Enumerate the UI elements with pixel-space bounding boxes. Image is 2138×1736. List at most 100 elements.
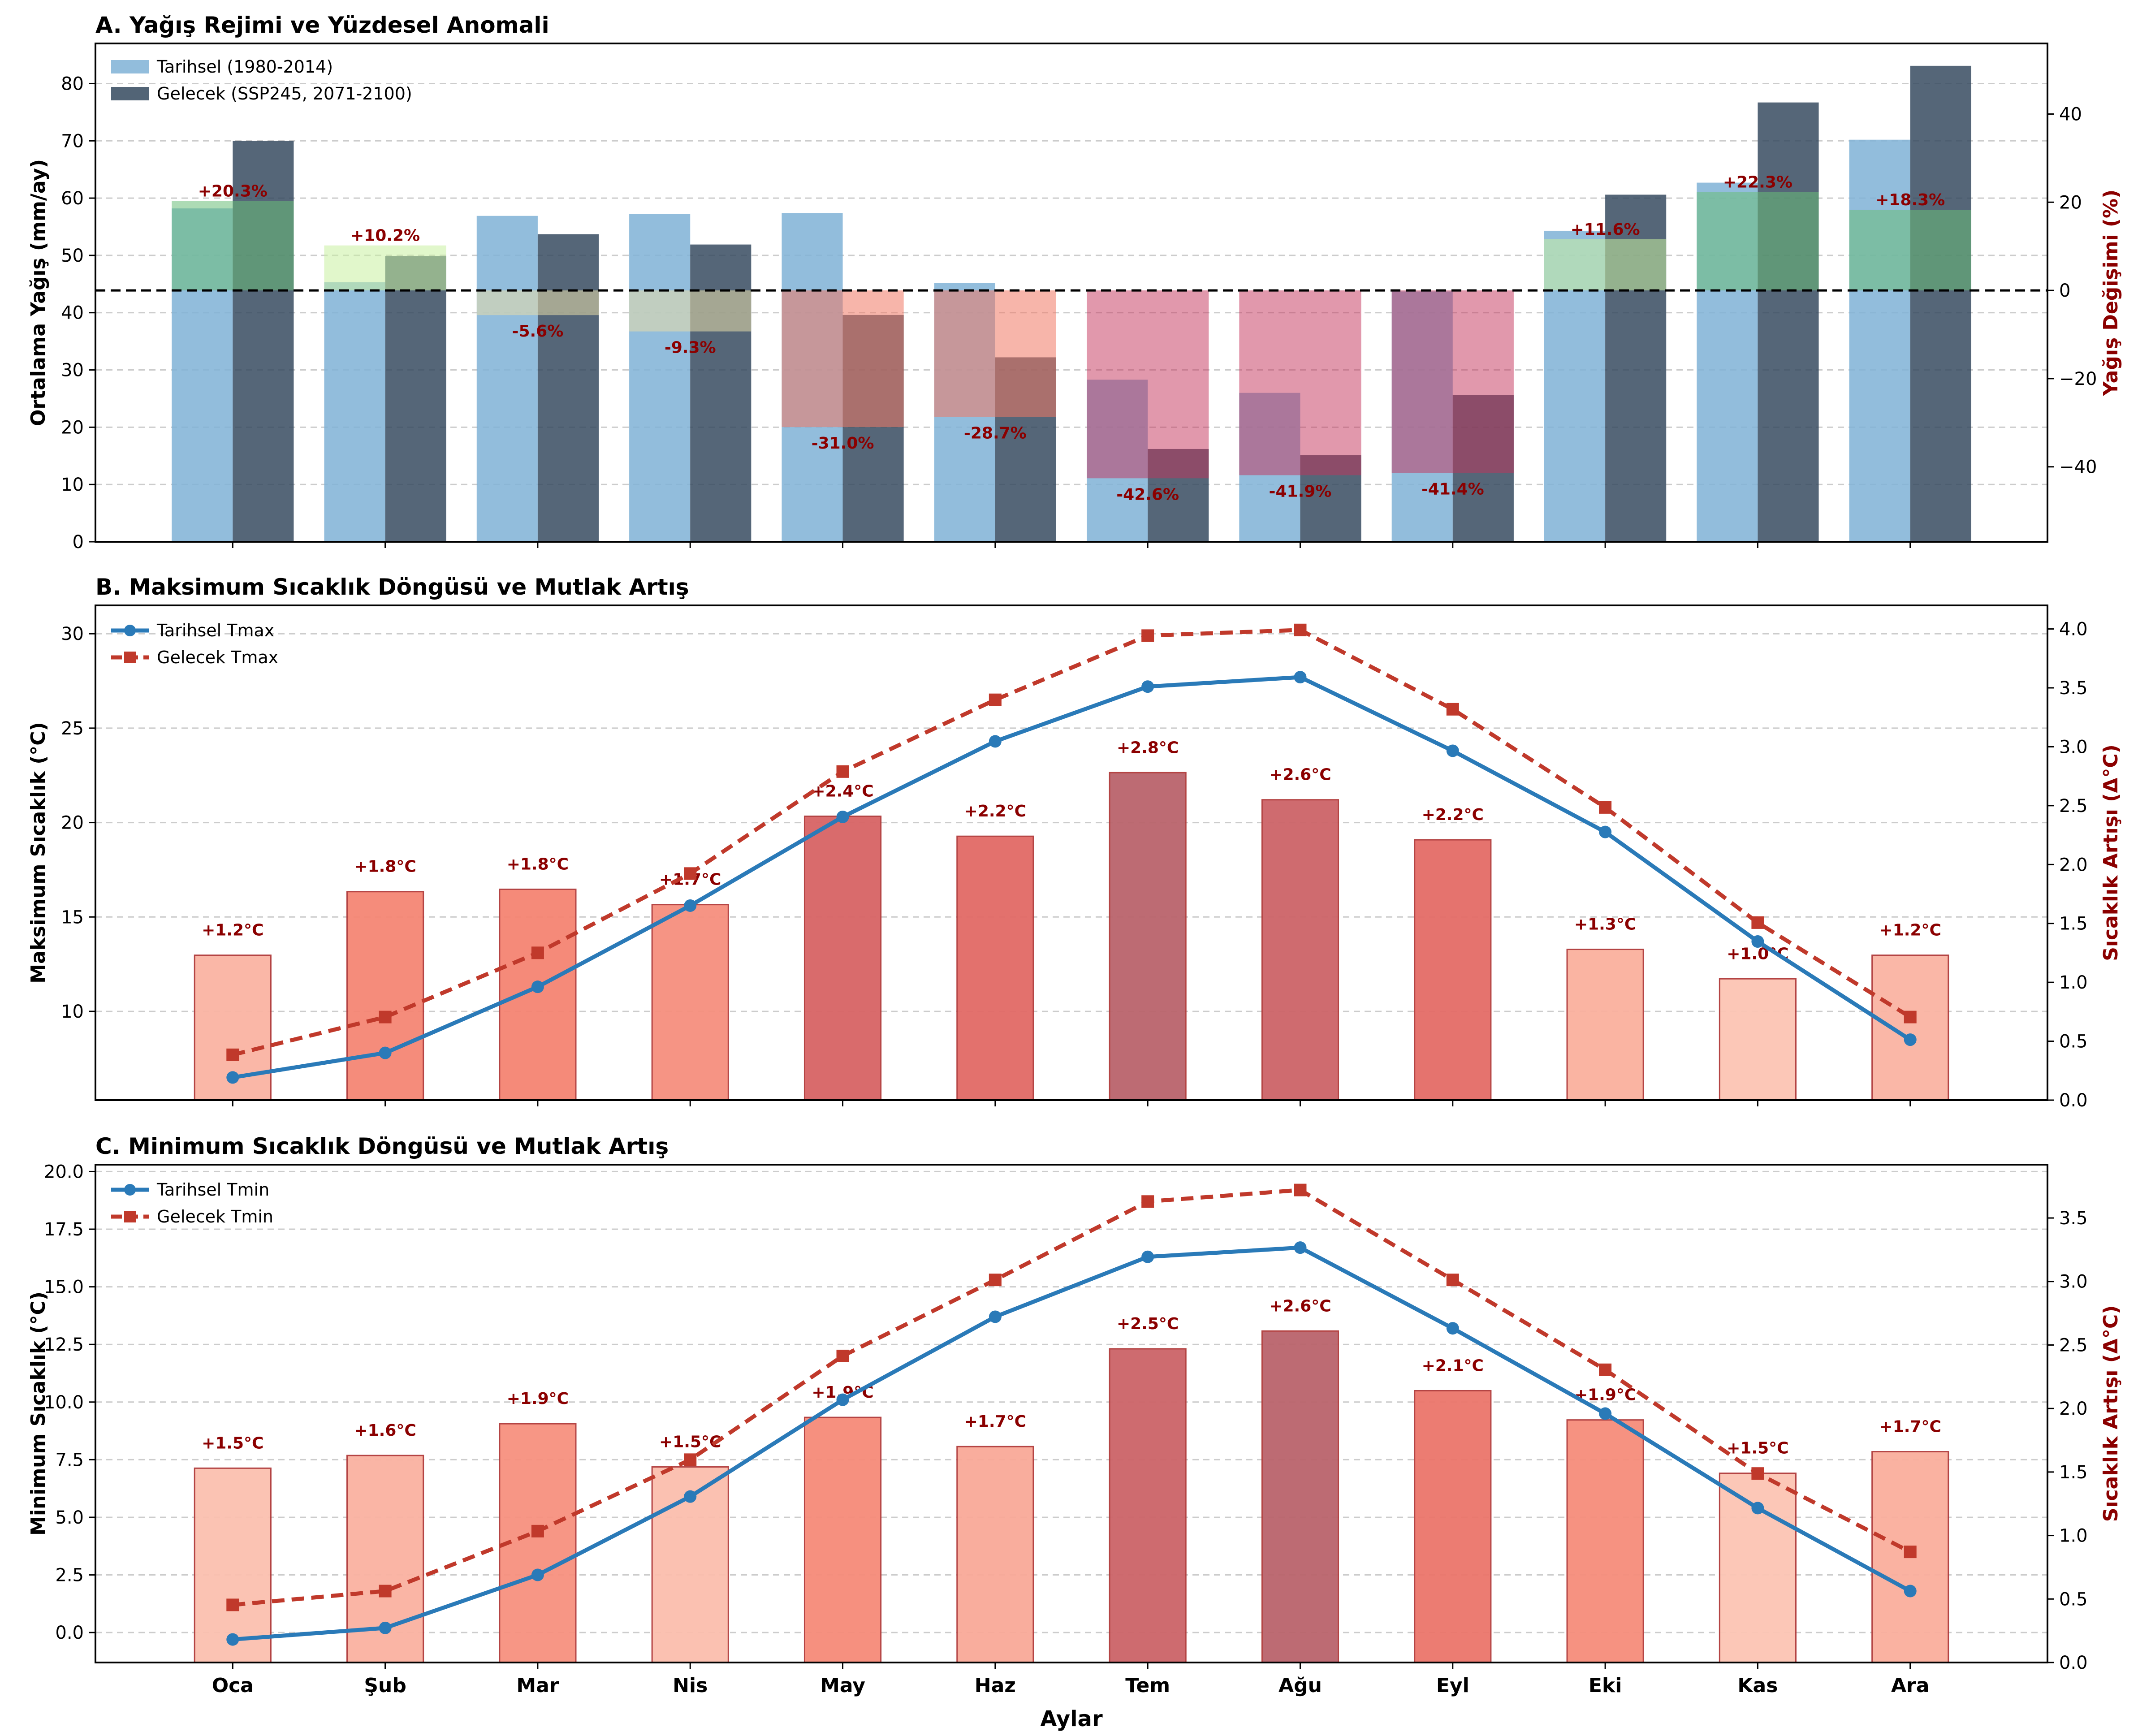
legend: Tarihsel (1980-2014) Gelecek (SSP245, 207…	[111, 57, 412, 104]
legend-label: Tarihsel Tmax	[156, 621, 274, 640]
y-tick-label: 0	[73, 532, 84, 553]
y-right-tick-label: 2.5	[2059, 796, 2088, 816]
future-point	[684, 1453, 697, 1466]
y-right-tick-label: 3.0	[2059, 1272, 2088, 1292]
delta-bar	[1261, 799, 1339, 1101]
future-point	[1141, 1195, 1154, 1208]
historical-line	[232, 675, 1912, 1080]
change-pct-label: -41.4%	[1421, 480, 1484, 498]
historical-point	[379, 1621, 392, 1634]
future-point	[1294, 623, 1307, 636]
future-precip-bar	[385, 256, 446, 542]
y-right-tick-label: 1.5	[2059, 1462, 2088, 1483]
delta-label: +1.5°C	[202, 1434, 263, 1452]
change-pct-bar	[1849, 209, 1971, 291]
delta-label: +1.7°C	[964, 1412, 1026, 1431]
legend-marker	[124, 625, 136, 636]
historical-point	[836, 810, 849, 823]
future-point	[226, 1048, 239, 1061]
change-pct-label: +18.3%	[1875, 191, 1945, 209]
x-tick-label: Tem	[1125, 1674, 1170, 1697]
future-point	[1446, 703, 1459, 716]
future-point	[989, 693, 1002, 706]
historical-point	[531, 980, 544, 993]
historical-point	[226, 1633, 239, 1646]
y-tick-label: 50	[61, 246, 84, 266]
delta-label: +1.2°C	[1879, 921, 1941, 940]
delta-label: +1.9°C	[507, 1390, 569, 1408]
future-point	[1904, 1011, 1917, 1023]
delta-bar	[803, 1416, 882, 1663]
delta-bar	[651, 904, 729, 1101]
delta-label: +1.6°C	[354, 1421, 416, 1440]
y-tick-label: 20.0	[44, 1162, 84, 1182]
future-point	[531, 946, 544, 959]
y-right-tick-label: 1.0	[2059, 1526, 2088, 1546]
delta-bar	[499, 1423, 577, 1663]
change-pct-label: -31.0%	[812, 434, 874, 453]
delta-label: +2.5°C	[1117, 1315, 1179, 1333]
panel-1: +1.2°C+1.8°C+1.8°C+1.7°C+2.4°C+2.2°C+2.8…	[27, 574, 2122, 1111]
future-point	[1599, 1363, 1612, 1376]
y-right-axis-label: Yağış Değişimi (%)	[2099, 190, 2122, 396]
future-precip-bar	[1910, 65, 1971, 542]
change-pct-label: +22.3%	[1723, 173, 1792, 192]
plot-frame	[95, 1164, 2048, 1663]
historical-precip-bar	[476, 216, 538, 542]
delta-bar	[1414, 839, 1492, 1101]
future-precip-bar	[537, 234, 599, 542]
x-tick-label: Kas	[1737, 1674, 1778, 1697]
future-point	[1599, 801, 1612, 814]
historical-point	[684, 1490, 697, 1503]
y-tick-label: 0.0	[55, 1623, 84, 1643]
future-point	[1141, 629, 1154, 642]
delta-label: +1.8°C	[507, 855, 569, 873]
legend-marker	[124, 1184, 136, 1196]
x-tick-label: Haz	[975, 1674, 1016, 1697]
y-tick-label: 40	[61, 303, 84, 324]
historical-precip-bar	[1849, 139, 1910, 542]
historical-point	[836, 1393, 849, 1406]
delta-bar	[1566, 949, 1644, 1101]
panel-title: C. Minimum Sıcaklık Döngüsü ve Mutlak Ar…	[95, 1133, 669, 1159]
y-tick-label: 15.0	[44, 1277, 84, 1298]
future-point	[1751, 916, 1764, 929]
delta-bar	[1414, 1390, 1492, 1663]
historical-point	[1904, 1585, 1917, 1598]
y-tick-label: 10	[61, 475, 84, 495]
change-pct-bar	[1544, 239, 1667, 291]
historical-point	[226, 1071, 239, 1084]
future-point	[836, 1349, 849, 1362]
legend: Tarihsel Tmin Gelecek Tmin	[111, 1180, 273, 1226]
future-point	[1294, 1183, 1307, 1196]
x-tick-label: Şub	[364, 1674, 406, 1697]
legend-swatch	[111, 60, 149, 73]
y-tick-label: 70	[61, 131, 84, 151]
y-tick-label: 2.5	[55, 1565, 84, 1586]
y-right-tick-label: 3.0	[2059, 737, 2088, 757]
future-precip-bar	[1758, 102, 1819, 542]
y-right-tick-label: 4.0	[2059, 619, 2088, 640]
change-pct-bar	[782, 290, 904, 428]
x-tick-label: Ara	[1891, 1674, 1929, 1697]
legend-marker	[124, 652, 136, 663]
future-point	[379, 1585, 392, 1598]
future-point	[989, 1274, 1002, 1287]
y-right-tick-label: 1.5	[2059, 914, 2088, 934]
y-tick-label: 20	[61, 813, 84, 833]
historical-point	[684, 899, 697, 912]
change-pct-label: -42.6%	[1116, 485, 1179, 504]
y-tick-label: 30	[61, 360, 84, 381]
delta-label: +2.2°C	[964, 802, 1026, 820]
y-tick-label: 12.5	[44, 1334, 84, 1355]
x-tick-label: Mar	[516, 1674, 559, 1697]
y-right-tick-label: 1.0	[2059, 972, 2088, 993]
delta-label: +1.8°C	[354, 858, 416, 876]
historical-point	[531, 1568, 544, 1581]
historical-point	[989, 1310, 1002, 1323]
change-pct-bar	[172, 201, 294, 291]
historical-point	[1904, 1033, 1917, 1046]
legend-marker	[124, 1211, 136, 1222]
delta-label: +1.5°C	[1727, 1439, 1788, 1458]
future-point	[531, 1524, 544, 1537]
